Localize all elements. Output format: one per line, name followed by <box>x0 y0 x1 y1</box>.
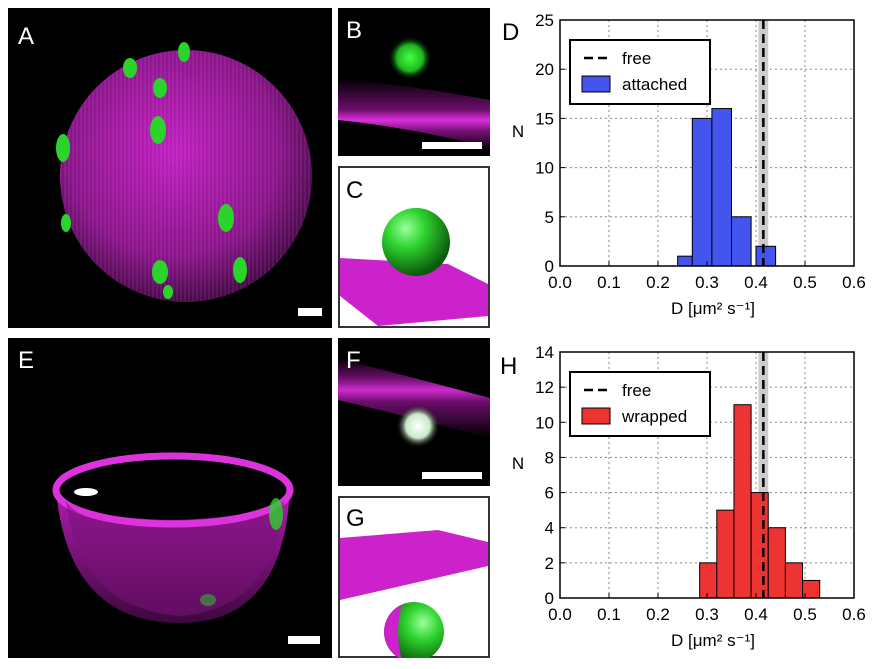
y-tick-label: 0 <box>545 589 554 608</box>
y-tick-label: 4 <box>545 519 554 538</box>
histogram-wrapped: H 0.0 0.1 0.2 0.3 0.4 0.5 0.6 0 2 4 6 8 10 12 14 D [μm²… <box>500 343 866 650</box>
panel-label-g: G <box>346 505 365 532</box>
panel-b: B <box>338 8 490 156</box>
legend-series-label: attached <box>622 75 687 94</box>
y-axis-label: N <box>512 454 524 473</box>
y-axis-label: N <box>512 122 524 141</box>
histogram-attached: D 0.0 0.1 0.2 0.3 0.4 0.5 0.6 0 5 10 15 20 25 D [μm² … <box>502 11 866 318</box>
panel-a-image: A <box>8 8 332 328</box>
histogram-bar <box>767 527 786 599</box>
x-tick-label: 0.3 <box>695 273 719 292</box>
histogram-bar <box>716 509 735 599</box>
x-tick-label: 0.6 <box>842 605 866 624</box>
histogram-bar <box>699 562 718 599</box>
panel-label-e: E <box>18 347 34 374</box>
legend-series-swatch <box>581 75 611 93</box>
x-tick-label: 0.4 <box>744 605 768 624</box>
y-tick-label: 20 <box>535 60 554 79</box>
panel-label-b: B <box>346 17 362 44</box>
particles <box>56 42 247 299</box>
legend-series-swatch <box>581 407 611 425</box>
y-tick-label: 2 <box>545 554 554 573</box>
panel-label-c: C <box>346 177 363 204</box>
panel-b-image: B <box>338 8 490 156</box>
vesicle-rim <box>52 452 294 528</box>
plot-area: 0.0 0.1 0.2 0.3 0.4 0.5 0.6 0 5 10 15 20 25 D [μm² s⁻… <box>512 11 866 318</box>
x-tick-label: 0.6 <box>842 273 866 292</box>
panel-c-image: C <box>338 166 490 328</box>
panel-label-a: A <box>18 23 34 50</box>
legend-box <box>569 371 711 437</box>
y-tick-label: 5 <box>545 208 554 227</box>
histogram-bar <box>733 404 752 599</box>
scale-bar <box>288 636 320 644</box>
y-tick-label: 10 <box>535 413 554 432</box>
legend-free-label: free <box>622 49 651 68</box>
wrapped-particle <box>392 400 444 452</box>
legend-box <box>569 39 711 105</box>
histogram-bar <box>784 562 804 599</box>
scale-bar <box>422 472 482 479</box>
x-tick-label: 0.4 <box>744 273 768 292</box>
free-band <box>758 20 769 266</box>
free-band <box>758 352 769 598</box>
panel-d: D 0.0 0.1 0.2 0.3 0.4 0.5 0.6 0 5 10 15 20 25 D [μm² … <box>496 6 880 332</box>
x-tick-label: 0.0 <box>548 605 572 624</box>
x-tick-label: 0.0 <box>548 273 572 292</box>
y-tick-label: 25 <box>535 11 554 30</box>
x-axis-label: D [μm² s⁻¹] <box>671 299 755 318</box>
bright-spot <box>74 488 98 496</box>
x-tick-label: 0.2 <box>646 273 670 292</box>
x-tick-label: 0.1 <box>597 273 621 292</box>
x-tick-label: 0.2 <box>646 605 670 624</box>
panel-h: H 0.0 0.1 0.2 0.3 0.4 0.5 0.6 0 2 4 6 8 10 12 14 D [μm²… <box>496 338 880 664</box>
legend: free attached <box>569 39 711 105</box>
panel-label-h: H <box>500 353 517 380</box>
panel-g-image: G <box>338 496 490 662</box>
panel-g: G <box>338 496 490 662</box>
y-tick-label: 14 <box>535 343 554 362</box>
panel-c: C <box>338 166 490 328</box>
legend: free wrapped <box>569 371 711 437</box>
y-tick-label: 0 <box>545 257 554 276</box>
x-tick-label: 0.1 <box>597 605 621 624</box>
scale-bar <box>422 142 482 149</box>
panel-e: E <box>8 338 332 658</box>
x-tick-label: 0.5 <box>793 605 817 624</box>
legend-series-label: wrapped <box>621 407 687 426</box>
attached-particle <box>378 26 442 90</box>
histogram-bar <box>750 492 769 599</box>
panel-label-f: F <box>346 347 361 374</box>
y-tick-label: 6 <box>545 484 554 503</box>
histogram-bar <box>677 255 693 267</box>
legend-free-label: free <box>622 381 651 400</box>
histogram-bar <box>711 108 732 267</box>
histogram-bar <box>755 245 777 267</box>
x-axis-label: D [μm² s⁻¹] <box>671 631 755 650</box>
scale-bar <box>298 308 322 316</box>
panel-f: F <box>338 338 490 486</box>
y-tick-label: 15 <box>535 109 554 128</box>
histogram-bar <box>731 216 752 267</box>
panel-e-image: E <box>8 338 332 658</box>
panel-a: A <box>8 8 332 328</box>
panel-label-d: D <box>502 19 519 46</box>
histogram-bar <box>691 117 713 267</box>
membrane-plane <box>340 258 488 326</box>
y-tick-label: 8 <box>545 448 554 467</box>
x-tick-label: 0.5 <box>793 273 817 292</box>
particle <box>269 498 283 530</box>
x-tick-label: 0.3 <box>695 605 719 624</box>
sphere <box>382 208 450 276</box>
y-tick-label: 12 <box>535 378 554 397</box>
membrane-plane <box>340 530 488 600</box>
panel-f-image: F <box>338 338 490 486</box>
particle <box>200 594 216 606</box>
y-tick-label: 10 <box>535 159 554 178</box>
